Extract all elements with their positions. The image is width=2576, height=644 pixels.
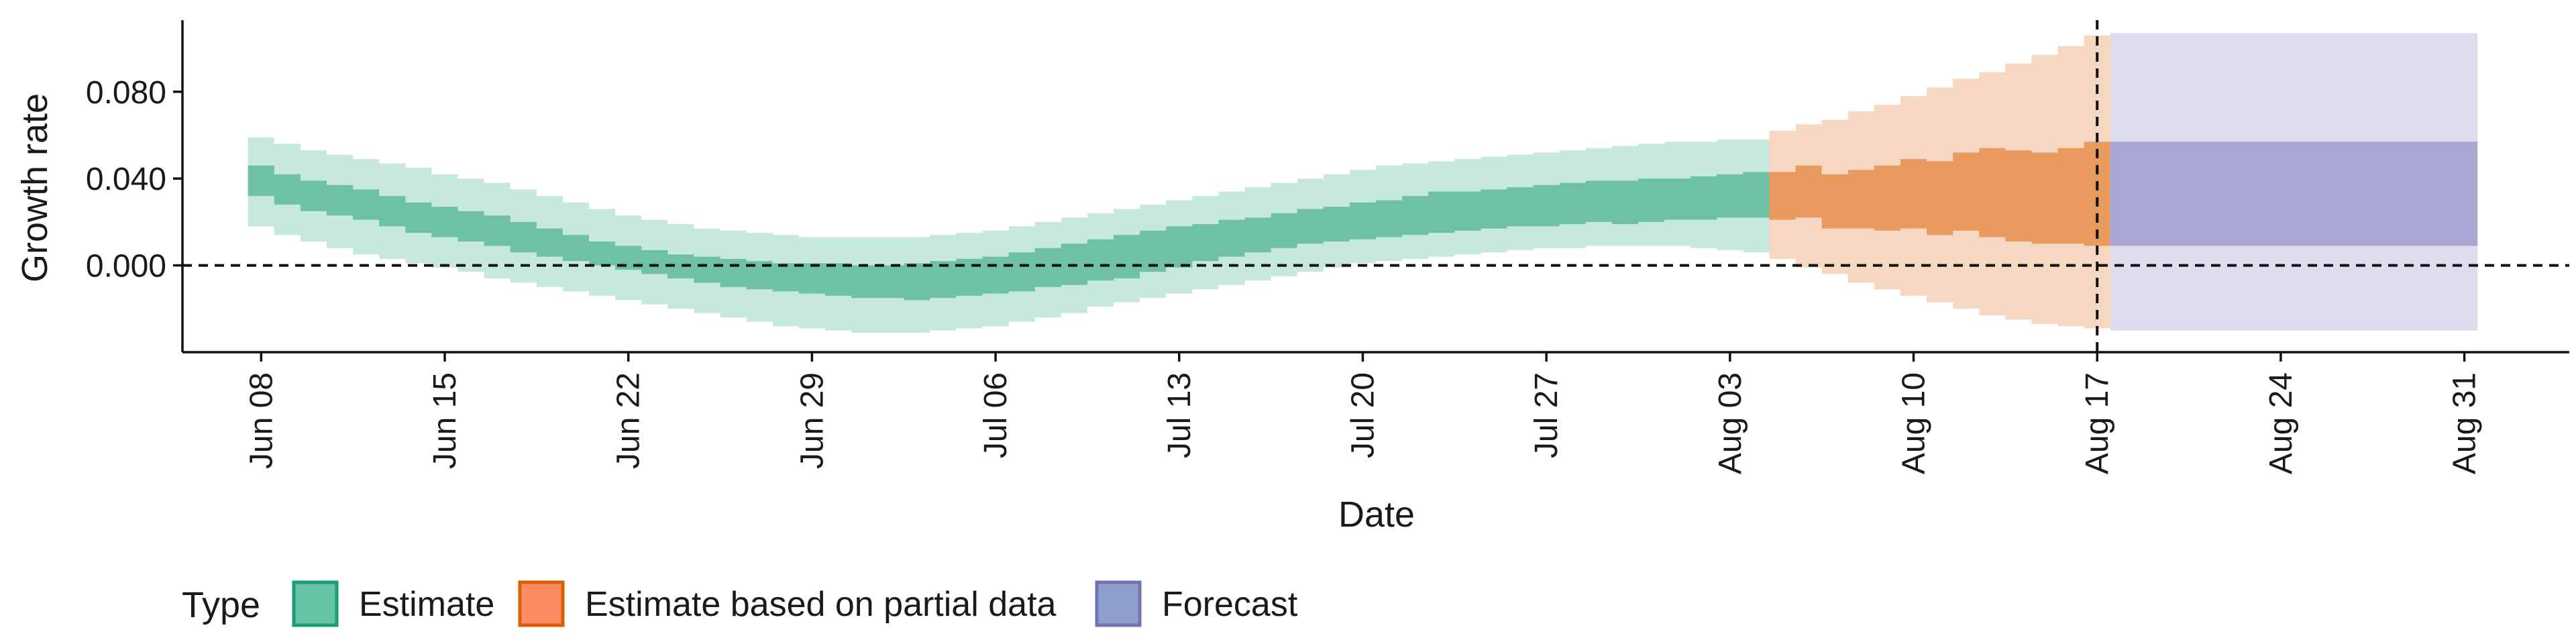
x-tick-label: Aug 17 [2080,372,2115,474]
x-tick-label: Aug 10 [1896,372,1932,474]
x-tick-label: Jul 06 [978,372,1014,458]
estimate-inner-band [248,165,1770,301]
y-tick-label: 0.000 [86,249,166,284]
y-axis-title: Growth rate [15,93,55,282]
y-tick-label: 0.080 [86,75,166,111]
x-axis-ticks: Jun 08 Jun 15 Jun 22 Jun 29 Jul 06 Jul 13 Jul … [244,352,2483,474]
legend-swatch [292,580,339,627]
x-tick-label: Jun 22 [611,372,647,469]
x-tick-label: Jun 15 [427,372,463,469]
x-tick-label: Jul 20 [1345,372,1381,458]
reference-lines [182,20,2569,352]
y-tick-label: 0.040 [86,162,166,197]
estimate-outer-band [248,137,1770,333]
legend-items: Estimate Estimate based on partial data Fo… [292,580,1298,627]
x-tick-label: Aug 24 [2263,372,2299,474]
x-tick-label: Aug 03 [1713,372,1748,474]
legend-title: Type [182,585,260,625]
legend-label: Estimate [359,585,494,624]
x-tick-label: Jul 13 [1162,372,1197,458]
x-tick-label: Jul 27 [1529,372,1564,458]
axes: 0.000 0.040 0.080 Jun 08 Jun 15 Jun 22 Jun 29… [86,20,2569,474]
y-axis-ticks: 0.000 0.040 0.080 [86,75,182,284]
x-tick-label: Jun 29 [794,372,830,469]
legend-label: Estimate based on partial data [585,585,1057,624]
legend-swatch [1095,580,1142,627]
legend-swatch [518,580,565,627]
band-layer [248,33,2478,333]
partial-inner-band [1769,142,2110,246]
x-tick-label: Jun 08 [244,372,279,469]
forecast-inner-band [2110,142,2478,246]
legend: Type Estimate Estimate based on partial d… [182,580,1298,627]
legend-label: Forecast [1162,585,1298,624]
x-tick-label: Aug 31 [2447,372,2483,474]
x-axis-title: Date [1338,494,1415,535]
